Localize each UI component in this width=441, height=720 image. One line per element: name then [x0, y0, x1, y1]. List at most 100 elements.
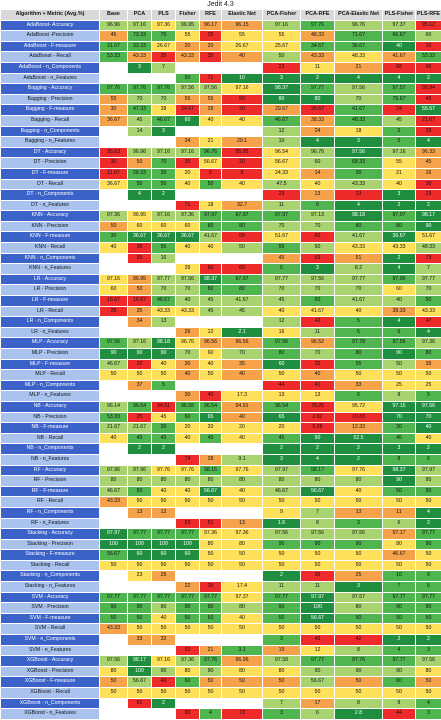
value-cell: 10 [263, 137, 301, 148]
value-cell: 25.67 [263, 41, 301, 52]
value-cell: 45 [128, 433, 152, 444]
value-cell [128, 582, 152, 593]
value-cell [176, 62, 200, 73]
value-cell: 97.77 [335, 274, 383, 285]
value-cell: 55 [176, 94, 200, 105]
value-cell: 80 [222, 539, 263, 550]
value-cell: 50 [100, 560, 128, 571]
value-cell: 14 [301, 168, 335, 179]
row-label: KNN - n_Features [1, 264, 100, 275]
value-cell: 10 [416, 41, 441, 52]
value-cell: 97.77 [263, 274, 301, 285]
value-cell: 3 [335, 582, 383, 593]
value-cell: 2.8 [335, 709, 383, 720]
value-cell: 97.56 [176, 274, 200, 285]
value-cell: 97.15 [383, 401, 416, 412]
value-cell: 80 [152, 476, 176, 487]
value-cell: 50 [335, 688, 383, 699]
value-cell: 35 [200, 31, 222, 42]
value-cell: 50 [200, 688, 222, 699]
value-cell: 97.78 [335, 338, 383, 349]
value-cell: 11 [263, 200, 301, 211]
value-cell: 2 [416, 444, 441, 455]
value-cell: 50 [128, 688, 152, 699]
row-label: MLP - F-measure [1, 359, 100, 370]
value-cell: 97.76 [200, 656, 222, 667]
value-cell: 97.56 [176, 84, 200, 95]
value-cell [200, 190, 222, 201]
value-cell: 96.76 [200, 147, 222, 158]
value-cell: 55 [222, 31, 263, 42]
value-cell [222, 62, 263, 73]
value-cell [128, 709, 152, 720]
value-cell: 50 [176, 560, 200, 571]
value-cell: 97.56 [416, 401, 441, 412]
value-cell: 96.15 [222, 20, 263, 31]
value-cell: 9.1 [222, 454, 263, 465]
value-cell: 24 [301, 126, 335, 137]
value-cell: 50 [152, 370, 176, 381]
value-cell: 97.76 [152, 84, 176, 95]
value-cell: 96.95 [128, 211, 152, 222]
value-cell: 40 [176, 486, 200, 497]
value-cell [152, 327, 176, 338]
value-cell: 6 [416, 454, 441, 465]
row-label: RF - n_Components [1, 507, 100, 518]
row-label: NB - Precision [1, 412, 100, 423]
value-cell: 97.16 [176, 147, 200, 158]
value-cell: 97.96 [100, 465, 128, 476]
value-cell: 33.33 [128, 41, 152, 52]
value-cell: 1.6 [263, 518, 301, 529]
value-cell: 23 [128, 571, 152, 582]
row-label: DT - n_Features [1, 200, 100, 211]
value-cell: 96.95 [128, 274, 152, 285]
value-cell: 35 [176, 158, 200, 169]
value-cell: 50 [222, 550, 263, 561]
value-cell: 65 [263, 412, 301, 423]
value-cell: 50 [152, 624, 176, 635]
value-cell: 96.54 [200, 401, 222, 412]
value-cell: 4 [128, 190, 152, 201]
value-cell: 25 [383, 380, 416, 391]
value-cell: 60 [176, 412, 200, 423]
value-cell: 50 [176, 624, 200, 635]
value-cell: 100 [301, 603, 335, 614]
value-cell: 16 [416, 168, 441, 179]
value-cell: 21 [335, 62, 383, 73]
value-cell: 46.67 [383, 550, 416, 561]
value-cell: 21 [200, 137, 222, 148]
value-cell: 80 [335, 476, 383, 487]
row-label: Stacking - n_Features [1, 582, 100, 593]
value-cell: 96.14 [100, 401, 128, 412]
value-cell: 50 [263, 688, 301, 699]
row-label: MLP - Recall [1, 370, 100, 381]
value-cell: 3 [335, 137, 383, 148]
value-cell: 97.56 [335, 147, 383, 158]
value-cell [128, 264, 152, 275]
value-cell [152, 645, 176, 656]
value-cell: 60 [301, 232, 335, 243]
header-method: PLS-RFE [416, 10, 441, 21]
value-cell [176, 635, 200, 646]
value-cell: 17.3 [222, 391, 263, 402]
value-cell: 90 [100, 603, 128, 614]
value-cell: 80 [222, 221, 263, 232]
value-cell [100, 582, 128, 593]
value-cell: 60 [200, 264, 222, 275]
value-cell: 4 [416, 137, 441, 148]
value-cell: 43.33 [100, 497, 128, 508]
value-cell: 80 [335, 349, 383, 360]
value-cell [200, 253, 222, 264]
row-label: AdaBoost - F-measure [1, 41, 100, 52]
value-cell: 96.96 [100, 20, 128, 31]
value-cell: 9 [416, 571, 441, 582]
value-cell: 47.5 [263, 179, 301, 190]
value-cell: 6 [335, 327, 383, 338]
row-label: KNN - Precision [1, 221, 100, 232]
value-cell: 98.17 [301, 465, 335, 476]
value-cell: 5 [152, 380, 176, 391]
